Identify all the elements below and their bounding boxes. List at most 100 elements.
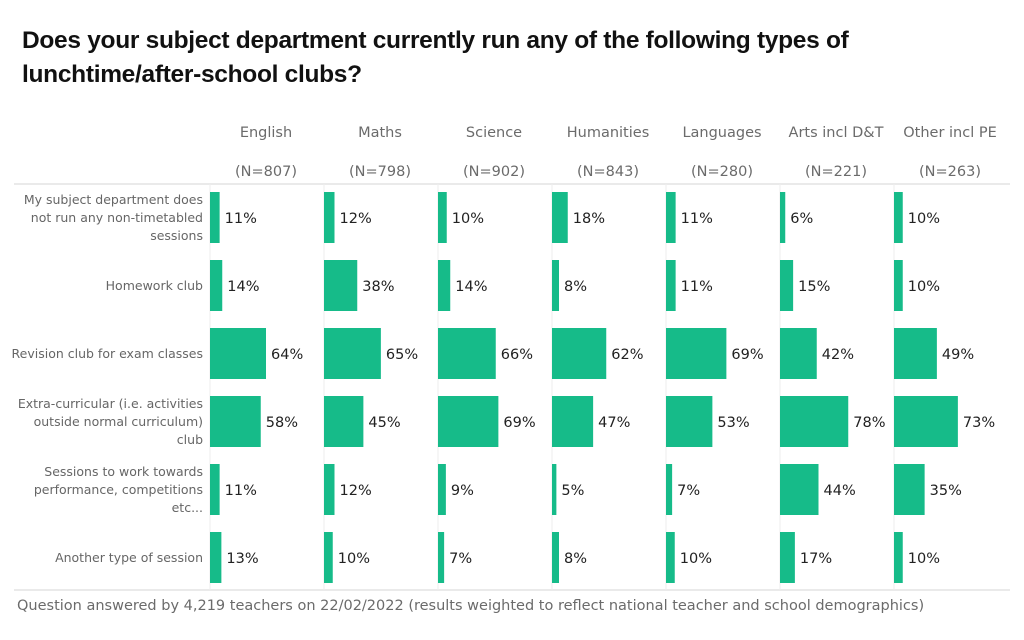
data-label: 12% bbox=[340, 211, 372, 227]
column-sample-size: (N=221) bbox=[805, 164, 867, 180]
row-label-line: Another type of session bbox=[55, 550, 203, 565]
bar bbox=[666, 260, 676, 311]
data-label: 10% bbox=[908, 211, 940, 227]
bar bbox=[552, 464, 557, 515]
bar bbox=[780, 328, 817, 379]
data-label: 62% bbox=[611, 347, 643, 363]
bar bbox=[780, 192, 786, 243]
data-label: 73% bbox=[963, 415, 995, 431]
column-header: Science bbox=[466, 125, 522, 141]
data-label: 6% bbox=[790, 211, 813, 227]
bar bbox=[438, 192, 447, 243]
row-label-line: Extra-curricular (i.e. activities bbox=[18, 396, 203, 411]
data-label: 10% bbox=[908, 279, 940, 295]
bar bbox=[552, 260, 559, 311]
bar bbox=[894, 464, 925, 515]
bar bbox=[780, 396, 849, 447]
row-label-line: club bbox=[177, 432, 203, 447]
data-label: 11% bbox=[681, 211, 713, 227]
data-label: 7% bbox=[677, 483, 700, 499]
bar bbox=[324, 464, 335, 515]
bar bbox=[210, 192, 220, 243]
bar bbox=[894, 532, 903, 583]
column-header: Other incl PE bbox=[903, 125, 997, 141]
data-label: 64% bbox=[271, 347, 303, 363]
data-label: 15% bbox=[798, 279, 830, 295]
data-label: 58% bbox=[266, 415, 298, 431]
row-label: Another type of session bbox=[55, 550, 203, 565]
bar bbox=[780, 260, 794, 311]
bar bbox=[210, 464, 220, 515]
data-label: 45% bbox=[368, 415, 400, 431]
row-label-line: Homework club bbox=[106, 278, 203, 293]
data-label: 69% bbox=[731, 347, 763, 363]
row-label: Extra-curricular (i.e. activities outside… bbox=[18, 396, 203, 447]
row-label: Revision club for exam classes bbox=[12, 346, 203, 361]
data-label: 13% bbox=[226, 551, 258, 567]
row-label-line: sessions bbox=[150, 228, 203, 243]
data-label: 11% bbox=[225, 483, 257, 499]
bar bbox=[894, 260, 903, 311]
data-label: 7% bbox=[449, 551, 472, 567]
bar bbox=[210, 532, 222, 583]
chart-footnote: Question answered by 4,219 teachers on 2… bbox=[17, 598, 925, 614]
bar bbox=[552, 396, 594, 447]
data-label: 8% bbox=[564, 279, 587, 295]
bar bbox=[438, 260, 451, 311]
data-label: 10% bbox=[452, 211, 484, 227]
data-label: 65% bbox=[386, 347, 418, 363]
data-label: 78% bbox=[853, 415, 885, 431]
bar bbox=[324, 328, 381, 379]
column-sample-size: (N=807) bbox=[235, 164, 297, 180]
bar bbox=[324, 192, 335, 243]
bar bbox=[894, 328, 937, 379]
bar bbox=[210, 328, 266, 379]
row-label-line: Sessions to work towards bbox=[44, 464, 203, 479]
row-label-line: outside normal curriculum) bbox=[34, 414, 203, 429]
row-label: Homework club bbox=[106, 278, 203, 293]
bar bbox=[438, 396, 499, 447]
bar bbox=[324, 260, 358, 311]
column-header: English bbox=[240, 125, 292, 141]
data-label: 17% bbox=[800, 551, 832, 567]
data-label: 49% bbox=[942, 347, 974, 363]
column-header: Arts incl D&T bbox=[789, 125, 884, 141]
bar bbox=[894, 396, 958, 447]
data-label: 14% bbox=[227, 279, 259, 295]
bar bbox=[438, 464, 446, 515]
bar bbox=[894, 192, 903, 243]
column-sample-size: (N=843) bbox=[577, 164, 639, 180]
column-header: Maths bbox=[358, 125, 402, 141]
column-header: Languages bbox=[682, 125, 761, 141]
column-sample-size: (N=798) bbox=[349, 164, 411, 180]
data-label: 8% bbox=[564, 551, 587, 567]
data-label: 11% bbox=[225, 211, 257, 227]
data-label: 69% bbox=[503, 415, 535, 431]
row-label-line: performance, competitions bbox=[34, 482, 203, 497]
row-label: My subject department does not run any no… bbox=[24, 192, 203, 243]
bar bbox=[210, 396, 261, 447]
column-sample-size: (N=902) bbox=[463, 164, 525, 180]
data-label: 53% bbox=[717, 415, 749, 431]
bar bbox=[780, 532, 795, 583]
data-label: 66% bbox=[501, 347, 533, 363]
data-label: 10% bbox=[908, 551, 940, 567]
chart-title: Does your subject department currently r… bbox=[22, 27, 849, 88]
data-label: 42% bbox=[822, 347, 854, 363]
data-label: 10% bbox=[680, 551, 712, 567]
data-label: 18% bbox=[573, 211, 605, 227]
bar bbox=[438, 328, 496, 379]
bar bbox=[666, 396, 713, 447]
bar bbox=[552, 192, 568, 243]
data-label: 10% bbox=[338, 551, 370, 567]
bar bbox=[666, 532, 675, 583]
data-label: 44% bbox=[824, 483, 856, 499]
row-label-line: etc... bbox=[172, 500, 203, 515]
bar bbox=[552, 532, 559, 583]
bar bbox=[666, 328, 727, 379]
data-label: 47% bbox=[598, 415, 630, 431]
bar bbox=[666, 464, 673, 515]
row-label: Sessions to work towards performance, com… bbox=[34, 464, 203, 515]
bar bbox=[210, 260, 223, 311]
